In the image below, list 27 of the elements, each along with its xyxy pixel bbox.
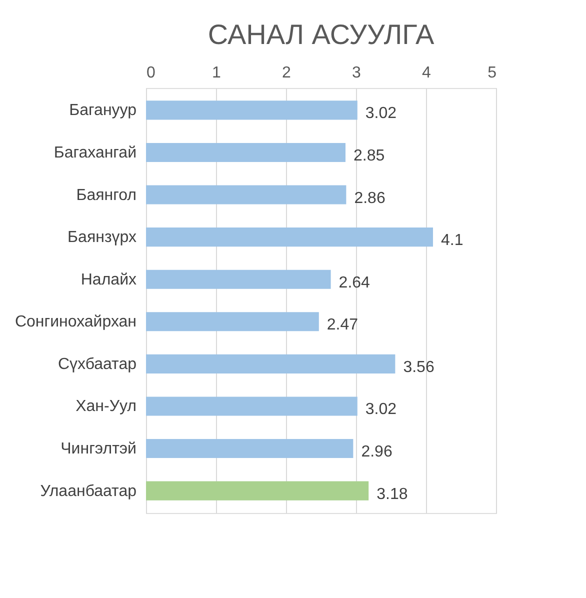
data-label: 3.18 <box>376 486 408 503</box>
y-tick-label: Багануур <box>69 102 137 120</box>
x-tick-label: 5 <box>488 64 497 82</box>
x-tick-label: 0 <box>146 64 156 82</box>
data-label: 3.02 <box>365 105 397 122</box>
data-label: 2.85 <box>354 147 385 164</box>
y-tick-label: Улаанбаатар <box>40 482 137 500</box>
data-label: 2.64 <box>338 274 370 292</box>
x-tick-label: 4 <box>422 64 432 82</box>
data-label: 2.47 <box>326 316 358 334</box>
y-tick-label: Налайх <box>80 271 136 288</box>
x-tick-label: 2 <box>282 64 292 82</box>
y-tick-label: Багахангай <box>54 144 136 162</box>
data-label: 2.96 <box>361 444 392 461</box>
y-tick-label: Сонгинохайрхан <box>14 314 136 331</box>
data-label: 3.02 <box>365 401 397 418</box>
data-label: 2.86 <box>354 190 386 207</box>
y-tick-label: Сүхбаатар <box>58 356 137 373</box>
x-tick-label: 3 <box>352 64 362 82</box>
y-tick-label: Баянгол <box>76 186 136 204</box>
y-tick-label: Баянзүрх <box>68 229 136 246</box>
chart-title: САНАЛ АСУУЛГА <box>208 19 434 50</box>
data-label: 4.1 <box>441 232 464 250</box>
y-tick-label: Хан-Уул <box>76 398 136 416</box>
data-label: 3.56 <box>403 358 434 376</box>
y-tick-label: Чингэлтэй <box>60 440 136 458</box>
x-tick-label: 1 <box>212 64 222 82</box>
